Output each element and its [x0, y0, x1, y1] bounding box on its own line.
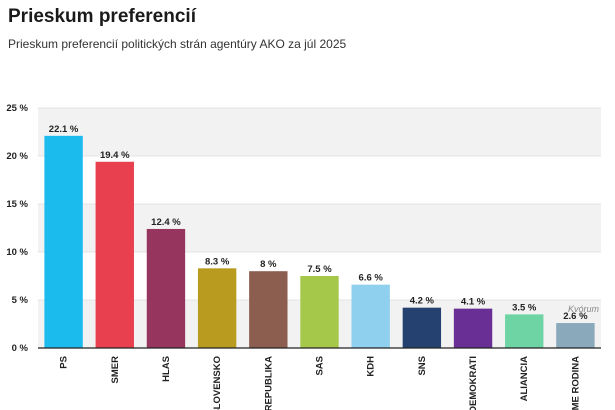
x-tick-label: SME RODINA [570, 356, 581, 410]
bar-sns [402, 307, 442, 348]
bar-smer [95, 161, 134, 348]
y-tick-label: 15 % [6, 199, 28, 210]
y-tick-label: 20 % [6, 151, 28, 162]
y-tick-label: 0 % [12, 343, 29, 354]
bar-kdh [351, 284, 390, 348]
value-label: 12.4 % [151, 217, 181, 228]
value-label: 6.6 % [359, 273, 384, 284]
bar-republika [249, 271, 288, 348]
value-label: 8.3 % [205, 256, 230, 267]
y-tick-label: 25 % [6, 103, 28, 114]
value-labels: 22.1 % 19.4 % 12.4 % 8.3 % 8 % 7.5 % 6.6 % 4.2 … [49, 124, 588, 322]
y-tick-label: 10 % [6, 247, 28, 258]
x-tick-label: PS [59, 356, 70, 369]
x-tick-label: REPUBLIKA [263, 356, 274, 410]
x-tick-label: SAS [315, 356, 326, 376]
value-label: 2.6 % [563, 311, 588, 322]
y-axis-ticks: 0 % 5 % 10 % 15 % 20 % 25 % [6, 103, 28, 354]
value-label: 19.4 % [100, 150, 130, 161]
x-axis-categories: PS SMER HLAS SLOVENSKO REPUBLIKA SAS KDH SNS DEM… [59, 356, 582, 410]
bar-aliancia [505, 314, 544, 348]
x-tick-label: SLOVENSKO [212, 356, 223, 410]
grid-band [38, 108, 601, 156]
bar-demokrati [453, 308, 493, 348]
x-tick-label: ALIANCIA [519, 356, 530, 402]
bar-ps [44, 135, 83, 348]
chart-title: Prieskum preferencií [8, 6, 196, 27]
value-label: 3.5 % [512, 302, 537, 313]
bar-slovensko [197, 268, 237, 348]
bar-sme-rodina [556, 323, 595, 348]
value-label: 7.5 % [307, 264, 332, 275]
chart-subtitle: Prieskum preferencií politických strán a… [8, 37, 347, 51]
x-tick-label: DEMOKRATI [468, 356, 479, 410]
value-label: 4.1 % [461, 297, 486, 308]
bar-hlas [146, 228, 186, 348]
x-tick-label: KDH [366, 356, 377, 377]
value-label: 4.2 % [410, 296, 435, 307]
x-tick-label: SNS [417, 356, 428, 376]
threshold-annotation: Kvórum [568, 304, 600, 314]
y-tick-label: 5 % [12, 295, 29, 306]
bar-sas [300, 276, 339, 348]
x-tick-label: HLAS [161, 356, 172, 382]
value-label: 22.1 % [49, 124, 79, 135]
value-label: 8 % [260, 259, 277, 270]
x-tick-label: SMER [110, 356, 121, 384]
bars [44, 135, 595, 348]
